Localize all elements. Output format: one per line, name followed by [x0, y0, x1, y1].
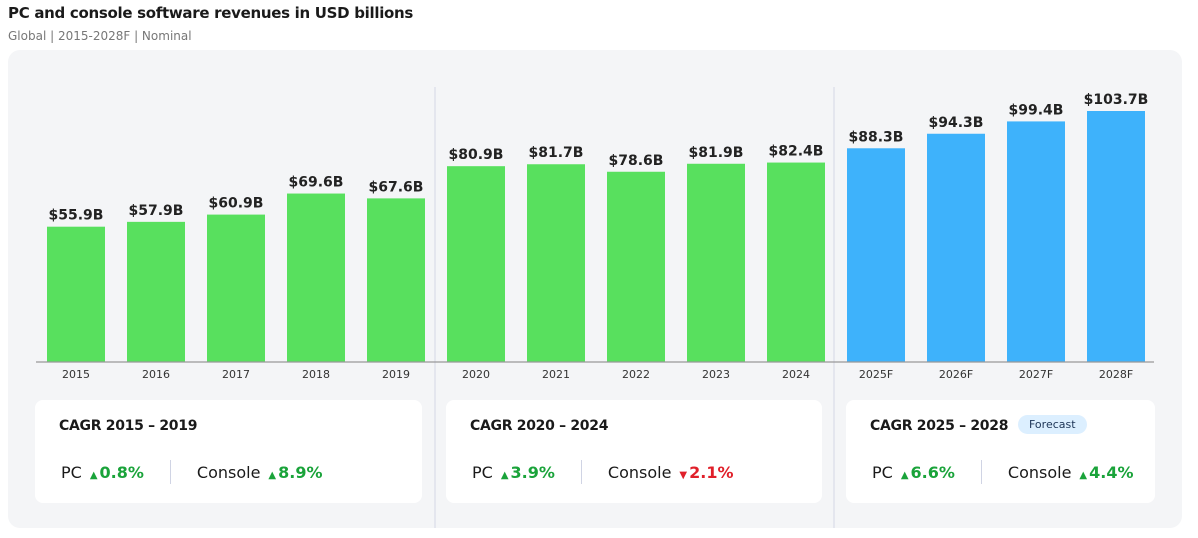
bar-2017: [207, 214, 265, 362]
up-arrow-icon: ▲: [500, 469, 509, 481]
x-tick-label: 2028F: [1099, 368, 1133, 381]
console-label: Console: [196, 462, 261, 482]
data-label: $103.7B: [1084, 92, 1149, 108]
data-label: $55.9B: [49, 208, 104, 224]
chart-title: PC and console software revenues in USD …: [8, 4, 414, 22]
cagr-card-2025-2028: CAGR 2025 – 2028 Forecast PC ▲ 6.6% Conso…: [846, 400, 1155, 503]
bar-2021: [527, 164, 585, 362]
up-arrow-icon: ▲: [268, 469, 277, 481]
data-label: $81.7B: [529, 145, 584, 161]
bar-2025F: [847, 148, 905, 362]
bar-2019: [367, 198, 425, 362]
cagr-card-2020-2024: CAGR 2020 – 2024 PC ▲ 3.9% Console ▼ 2.1%: [446, 400, 822, 503]
card-title: CAGR 2020 – 2024: [470, 418, 609, 434]
bar-2023: [687, 163, 745, 362]
card-title: CAGR 2025 – 2028: [870, 418, 1009, 434]
card-title: CAGR 2015 – 2019: [59, 418, 198, 434]
data-label: $67.6B: [369, 179, 424, 195]
up-arrow-icon: ▲: [1079, 469, 1088, 481]
bar-2028F: [1087, 111, 1145, 362]
bar-2016: [127, 221, 185, 362]
x-tick-label: 2020: [462, 368, 490, 381]
down-arrow-icon: ▼: [679, 469, 688, 481]
data-label: $94.3B: [929, 115, 984, 131]
up-arrow-icon: ▲: [89, 469, 98, 481]
data-label: $69.6B: [289, 175, 344, 191]
x-tick-label: 2024: [782, 368, 810, 381]
data-label: $80.9B: [449, 147, 504, 163]
console-label: Console: [1007, 462, 1072, 482]
x-tick-label: 2016: [142, 368, 170, 381]
x-tick-label: 2017: [222, 368, 250, 381]
pc-cagr: ▲ 3.9%: [500, 462, 555, 482]
x-tick-label: 2026F: [939, 368, 973, 381]
chart-subtitle: Global | 2015-2028F | Nominal: [8, 29, 192, 43]
bar-2018: [287, 193, 345, 362]
x-tick-label: 2022: [622, 368, 650, 381]
pc-cagr: ▲ 0.8%: [89, 462, 144, 482]
data-label: $60.9B: [209, 196, 264, 212]
bar-2026F: [927, 133, 985, 362]
x-tick-label: 2027F: [1019, 368, 1053, 381]
data-label: $78.6B: [609, 153, 664, 169]
forecast-badge: Forecast: [1018, 415, 1087, 434]
pc-cagr: ▲ 6.6%: [900, 462, 955, 482]
pc-label: PC: [61, 462, 82, 482]
console-cagr: ▲ 4.4%: [1079, 462, 1134, 482]
bar-2020: [447, 166, 505, 362]
x-tick-label: 2015: [62, 368, 90, 381]
bar-2027F: [1007, 121, 1065, 363]
console-cagr: ▼ 2.1%: [679, 462, 734, 482]
up-arrow-icon: ▲: [900, 469, 909, 481]
x-tick-label: 2018: [302, 368, 330, 381]
divider: [169, 460, 171, 484]
x-tick-label: 2025F: [859, 368, 893, 381]
bar-2022: [607, 171, 665, 362]
bar-2015: [47, 226, 105, 362]
pc-label: PC: [472, 462, 493, 482]
pc-label: PC: [872, 462, 893, 482]
data-label: $88.3B: [849, 129, 904, 145]
x-tick-label: 2019: [382, 368, 410, 381]
cagr-card-2015-2019: CAGR 2015 – 2019 PC ▲ 0.8% Console ▲ 8.9%: [35, 400, 422, 503]
x-tick-label: 2021: [542, 368, 570, 381]
console-cagr: ▲ 8.9%: [268, 462, 323, 482]
x-tick-label: 2023: [702, 368, 730, 381]
data-label: $57.9B: [129, 203, 184, 219]
console-label: Console: [607, 462, 672, 482]
data-label: $82.4B: [769, 144, 824, 160]
bar-2024: [767, 162, 825, 362]
data-label: $99.4B: [1009, 102, 1064, 118]
divider: [580, 460, 582, 484]
divider: [980, 460, 982, 484]
data-label: $81.9B: [689, 145, 744, 161]
